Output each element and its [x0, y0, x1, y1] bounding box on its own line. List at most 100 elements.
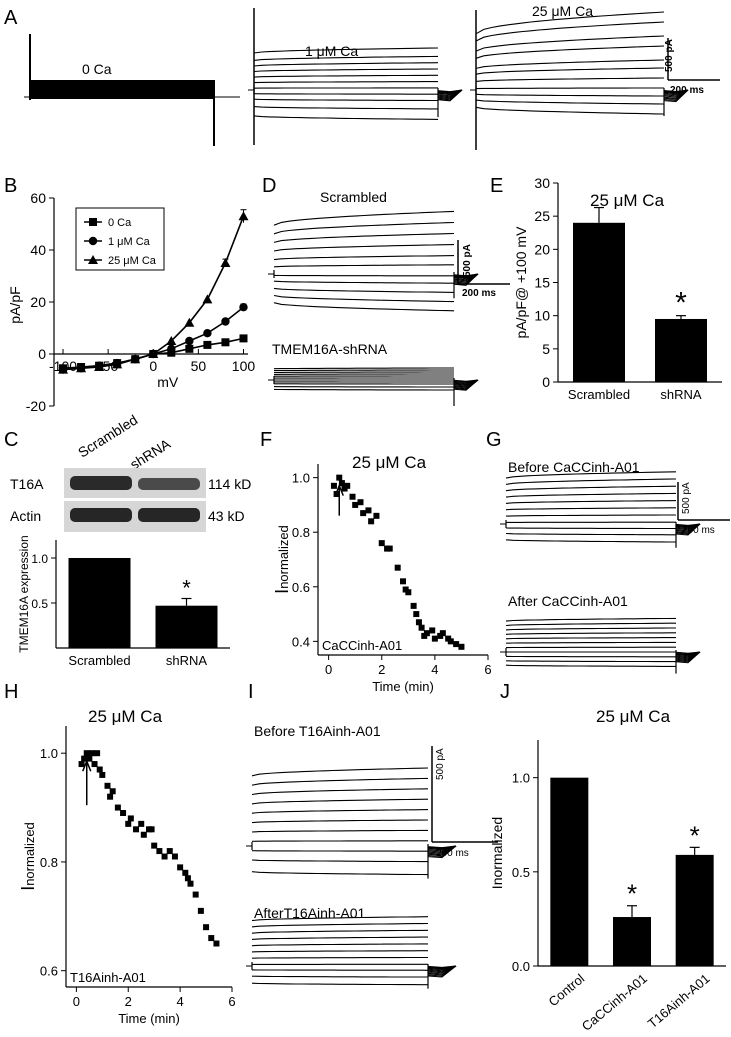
y-axis-label: Inormalized: [489, 817, 505, 889]
current-trace-1: [506, 661, 676, 662]
current-trace-0: [476, 107, 664, 114]
category-label-1: shRNA: [660, 387, 702, 402]
x-tick-label: 6: [228, 994, 235, 1009]
significance-star-1: *: [627, 879, 637, 909]
current-trace-1: [476, 100, 664, 104]
chart-title: 25 μM Ca: [88, 707, 163, 726]
current-trace-6: [252, 810, 428, 814]
data-point-s1-7: [185, 337, 193, 345]
current-trace-2: [252, 851, 428, 852]
current-trace-2: [506, 528, 676, 529]
blot-size-114: 114 kD: [208, 476, 251, 492]
current-trace-5: [252, 820, 428, 823]
data-point-9: [105, 783, 111, 789]
data-point-31: [448, 638, 454, 644]
y-tick-label: 0: [542, 374, 550, 390]
blot-size-43: 43 kD: [208, 508, 245, 524]
current-trace-3: [476, 88, 664, 89]
data-point-4: [89, 750, 95, 756]
trace-set-a-1uM: [248, 8, 462, 145]
scale-i-time: 200 ms: [436, 848, 469, 859]
current-trace-2: [274, 288, 454, 292]
trace-set-a-0ca: [24, 34, 240, 146]
current-trace-6: [506, 501, 676, 504]
category-label-1: shRNA: [166, 653, 208, 668]
legend-label-1: 1 μM Ca: [108, 236, 151, 248]
panel-letter-f: F: [260, 429, 272, 451]
western-blot: Scrambled shRNA T16A Actin 114 kD 43 kD: [10, 412, 251, 532]
label-25uM: 25 μM Ca: [532, 3, 593, 19]
current-trace-8: [252, 930, 428, 933]
data-point-10: [365, 507, 371, 513]
scale-g-current: 500 pA: [681, 482, 692, 514]
current-trace-7: [506, 633, 676, 635]
current-trace-1: [506, 534, 676, 535]
y-tick-label: 25: [534, 208, 550, 224]
current-trace-4: [252, 830, 428, 832]
label-before-t16a: Before T16Ainh-A01: [254, 723, 381, 739]
significance-star-1: *: [182, 576, 191, 601]
current-trace-9: [506, 623, 676, 625]
x-tick-label: 0: [149, 358, 157, 374]
significance-star-2: *: [690, 820, 700, 850]
data-point-11: [110, 788, 116, 794]
data-point-24: [167, 848, 173, 854]
trace-set-d-shrna: [268, 368, 478, 406]
scale-d-time: 200 ms: [462, 288, 496, 299]
data-point-26: [177, 864, 183, 870]
current-trace-0: [252, 983, 428, 985]
current-trace-9: [252, 778, 428, 785]
current-trace-7: [274, 245, 454, 251]
data-point-11: [368, 518, 374, 524]
trace-set-i-before: [246, 768, 456, 879]
current-trace-4: [476, 78, 664, 81]
data-point-7: [97, 767, 103, 773]
y-tick-label: 1.0: [31, 552, 48, 566]
x-axis-label: Time (min): [118, 1011, 180, 1026]
panel-letter-i: I: [248, 681, 254, 703]
current-trace-10: [274, 368, 454, 369]
panel-letter-a: A: [4, 7, 18, 29]
data-point-s1-6: [167, 345, 175, 353]
scale-bar-g: 500 pA 200 ms: [678, 482, 730, 536]
current-trace-6: [506, 638, 676, 639]
label-0ca: 0 Ca: [82, 61, 112, 77]
data-point-8: [99, 772, 105, 778]
current-trace-9: [506, 479, 676, 484]
current-trace-6: [476, 60, 664, 68]
y-tick-label: 20: [30, 294, 46, 310]
scale-bar-a: 500 pA 200 ms: [664, 38, 720, 96]
data-point-8: [358, 499, 364, 505]
current-trace-4: [252, 958, 428, 959]
blot-band-t16a-shrna: [138, 478, 200, 490]
panel-letter-d: D: [262, 175, 276, 197]
data-point-2: [336, 475, 342, 481]
current-block-0ca: [30, 80, 214, 99]
data-point-30: [193, 892, 199, 898]
x-tick-label: 0: [73, 994, 80, 1009]
blot-band-actin-shrna: [138, 508, 200, 522]
y-tick-label: 1.0: [40, 746, 58, 761]
current-trace-8: [274, 372, 454, 373]
y-tick-label: 0.4: [292, 634, 310, 649]
current-trace-6: [254, 75, 438, 77]
panel-letter-h: H: [4, 681, 18, 703]
current-trace-10: [506, 618, 676, 621]
data-point-0: [331, 483, 337, 489]
bar-0: [69, 558, 131, 648]
y-tick-label: 0: [38, 346, 46, 362]
current-trace-9: [274, 223, 454, 234]
data-point-s1-8: [203, 329, 211, 337]
data-point-2: [84, 750, 90, 756]
legend-label-2: 25 μM Ca: [108, 255, 157, 267]
data-point-19: [405, 589, 411, 595]
y-axis-label: pA/pF: [7, 286, 23, 323]
data-point-32: [453, 641, 459, 647]
x-tick-label: 6: [484, 662, 491, 677]
data-point-20: [149, 826, 155, 832]
x-axis-label: mV: [157, 374, 179, 390]
y-tick-label: 0.0: [512, 959, 530, 974]
